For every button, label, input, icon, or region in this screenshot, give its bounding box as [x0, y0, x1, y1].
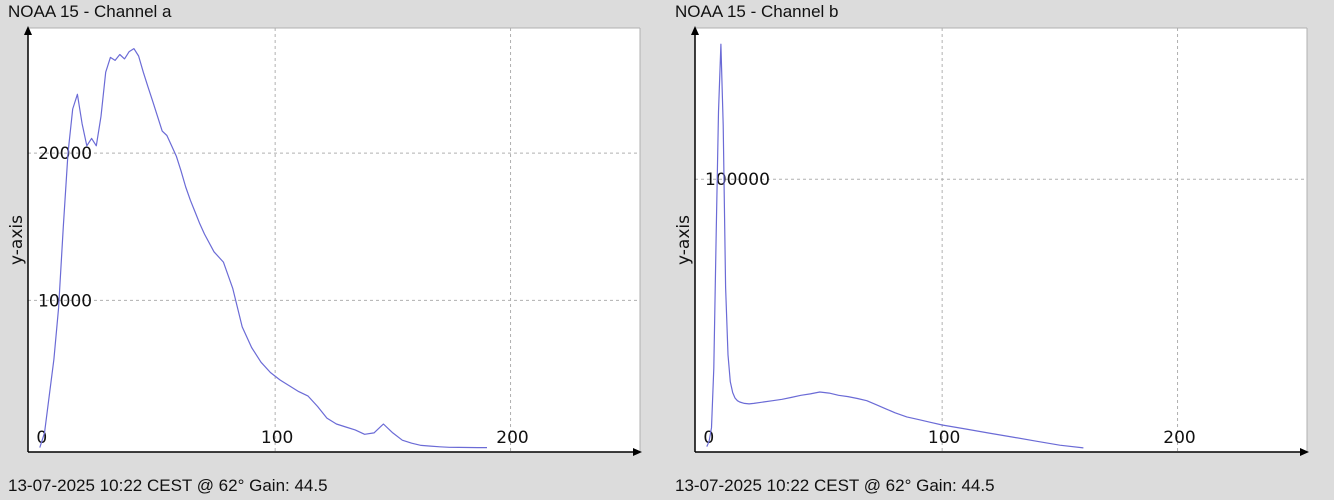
- x-tick-label: 0: [703, 428, 714, 448]
- y-tick-label: 100000: [705, 170, 770, 190]
- chart-panel-b: NOAA 15 - Channel b 0 100 200 100000 y-axis …: [667, 0, 1334, 500]
- chart-footer: 13-07-2025 10:22 CEST @ 62° Gain: 44.5: [8, 476, 328, 495]
- y-axis-arrow: [691, 26, 699, 35]
- y-tick-label: 20000: [38, 144, 92, 164]
- x-axis-arrow: [633, 448, 642, 456]
- x-tick-label: 200: [1163, 428, 1195, 448]
- plot-area: [695, 28, 1307, 452]
- series-line: [39, 47, 487, 449]
- series-line: [706, 43, 1084, 449]
- chart-panel-a: NOAA 15 - Channel a 0 100 200 10000 20000 y-a…: [7, 2, 642, 495]
- y-tick-label: 10000: [38, 291, 92, 311]
- chart-plot: 0 100 200 10000 20000 y-axis: [7, 26, 642, 456]
- y-axis-label: y-axis: [7, 215, 27, 265]
- x-tick-label: 100: [928, 428, 960, 448]
- x-tick-label: 0: [36, 428, 47, 448]
- chart-footer: 13-07-2025 10:22 CEST @ 62° Gain: 44.5: [675, 476, 995, 495]
- x-tick-label: 100: [261, 428, 293, 448]
- chart-title: NOAA 15 - Channel b: [675, 2, 839, 21]
- x-tick-label: 200: [496, 428, 528, 448]
- y-axis-label: y-axis: [674, 215, 694, 265]
- chart-plot: 0 100 200 100000 y-axis: [674, 26, 1309, 456]
- x-axis-arrow: [1300, 448, 1309, 456]
- plot-area: [28, 28, 640, 452]
- y-axis-arrow: [24, 26, 32, 35]
- chart-title: NOAA 15 - Channel a: [8, 2, 172, 21]
